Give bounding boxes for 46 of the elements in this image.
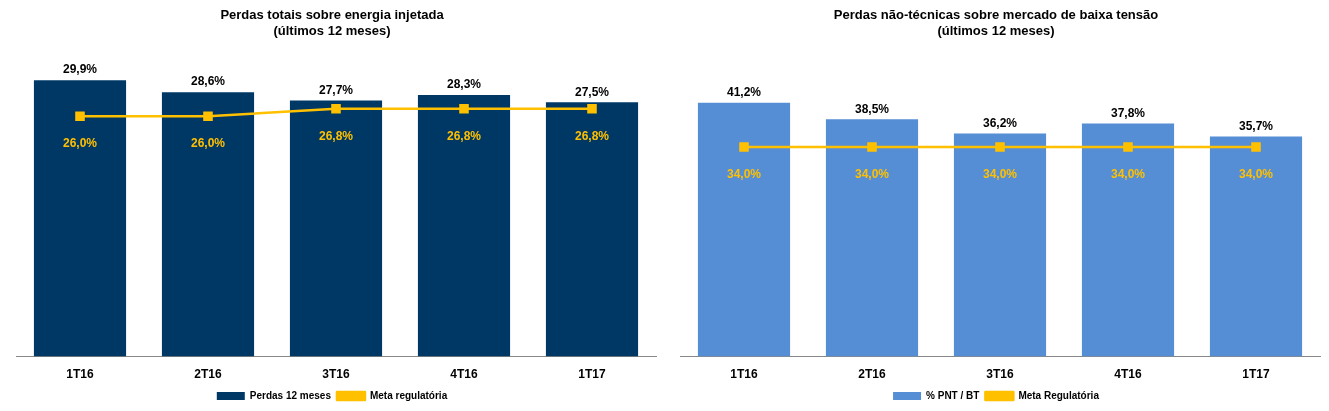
data-label: 36,2%: [982, 115, 1018, 130]
data-label: 34,0%: [1110, 167, 1146, 182]
data-label: 34,0%: [982, 167, 1018, 182]
chart-title: Perdas totais sobre energia injetada (últimos 12 meses): [220, 7, 445, 38]
data-label: 38,5%: [854, 101, 890, 116]
data-label: 41,2%: [726, 84, 762, 99]
data-label: 34,0%: [726, 167, 762, 182]
data-label: 26,8%: [574, 129, 610, 144]
data-label: 28,3%: [446, 77, 482, 92]
data-label: 27,5%: [574, 84, 610, 99]
bar: [33, 80, 127, 357]
data-label: 35,7%: [1238, 118, 1274, 133]
x-tick-label: 3T16: [986, 367, 1014, 382]
data-label: 37,8%: [1110, 105, 1146, 120]
legend-label: Perdas 12 meses: [249, 389, 332, 401]
data-label: 34,0%: [854, 167, 890, 182]
x-tick-label: 1T17: [578, 367, 606, 382]
x-tick-label: 2T16: [194, 367, 222, 382]
bar: [825, 119, 919, 357]
data-label: 28,6%: [190, 74, 226, 89]
data-label: 26,0%: [62, 136, 98, 151]
x-tick-label: 4T16: [1114, 367, 1142, 382]
x-tick-label: 4T16: [450, 367, 478, 382]
data-label: 26,8%: [446, 129, 482, 144]
bar: [289, 100, 383, 357]
legend-label: Meta regulatória: [369, 389, 448, 401]
bar: [1081, 123, 1175, 357]
bar: [161, 92, 255, 357]
bar: [1209, 136, 1303, 357]
x-tick-label: 3T16: [322, 367, 350, 382]
bar: [953, 133, 1047, 357]
data-label: 26,0%: [190, 136, 226, 151]
legend-label: Meta Regulatória: [1018, 389, 1100, 401]
bar: [697, 102, 791, 357]
bar: [417, 94, 511, 357]
chart-title: Perdas não-técnicas sobre mercado de baixa tensão (últimos 12 meses): [833, 7, 1159, 38]
x-tick-label: 1T16: [66, 367, 94, 382]
data-label: 26,8%: [318, 129, 354, 144]
data-label: 34,0%: [1238, 167, 1274, 182]
x-tick-label: 2T16: [858, 367, 886, 382]
legend-label: % PNT / BT: [926, 389, 980, 401]
data-label: 27,7%: [318, 82, 354, 97]
x-tick-label: 1T16: [730, 367, 758, 382]
x-tick-label: 1T17: [1242, 367, 1270, 382]
data-label: 29,9%: [62, 62, 98, 77]
bar: [545, 102, 639, 357]
